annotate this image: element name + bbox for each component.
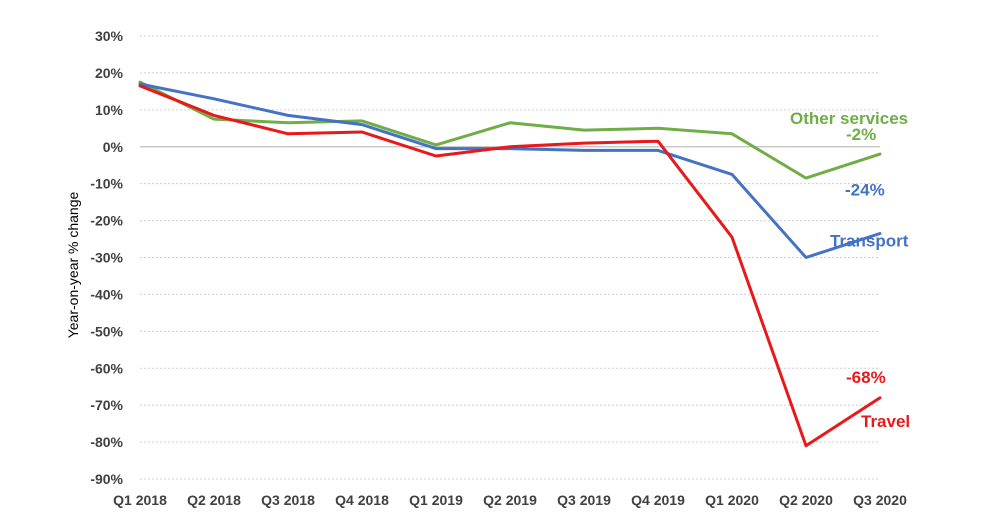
y-tick-label: 20% (95, 65, 124, 81)
series-line-other-services (138, 80, 882, 180)
series-name-transport: Transport (830, 232, 909, 251)
y-tick-label: -10% (90, 176, 123, 192)
x-tick-label: Q3 2018 (261, 492, 315, 508)
x-tick-label: Q2 2018 (187, 492, 241, 508)
y-tick-label: -60% (90, 360, 123, 376)
x-axis-ticks: Q1 2018 Q2 2018 Q3 2018 Q4 2018 Q1 2019 Q2 20… (113, 492, 907, 508)
y-tick-label: -80% (90, 434, 123, 450)
end-value-transport: -24% (845, 181, 885, 200)
y-tick-label: 10% (95, 102, 124, 118)
y-tick-label: 0% (103, 139, 124, 155)
x-tick-label: Q1 2020 (705, 492, 759, 508)
y-tick-label: 30% (95, 28, 124, 44)
x-tick-label: Q3 2019 (557, 492, 611, 508)
y-tick-label: -40% (90, 286, 123, 302)
end-value-travel: -68% (846, 368, 886, 387)
series-line-travel (138, 84, 882, 448)
x-tick-label: Q2 2020 (779, 492, 833, 508)
x-tick-label: Q4 2018 (335, 492, 389, 508)
y-axis-label: Year-on-year % change (65, 191, 81, 338)
y-tick-label: -30% (90, 250, 123, 266)
end-value-other-services: -2% (846, 125, 876, 144)
series-annotations: -2%Other services -24% Transport -68% Travel (790, 109, 910, 431)
x-tick-label: Q1 2018 (113, 492, 167, 508)
x-tick-label: Q4 2019 (631, 492, 685, 508)
y-tick-label: -90% (90, 471, 123, 487)
x-tick-label: Q3 2020 (853, 492, 907, 508)
series-line-transport (138, 82, 882, 259)
series-lines (138, 80, 882, 448)
series-name-other-services: Other services (790, 109, 908, 128)
y-tick-label: -20% (90, 213, 123, 229)
y-tick-label: -70% (90, 397, 123, 413)
x-tick-label: Q2 2019 (483, 492, 537, 508)
y-tick-label: -50% (90, 323, 123, 339)
x-tick-label: Q1 2019 (409, 492, 463, 508)
series-name-travel: Travel (861, 412, 910, 431)
y-axis-ticks: 30% 20% 10% 0% -10% -20% -30% -40% -50% -60% -70% -… (90, 28, 123, 487)
gridlines (140, 35, 880, 480)
